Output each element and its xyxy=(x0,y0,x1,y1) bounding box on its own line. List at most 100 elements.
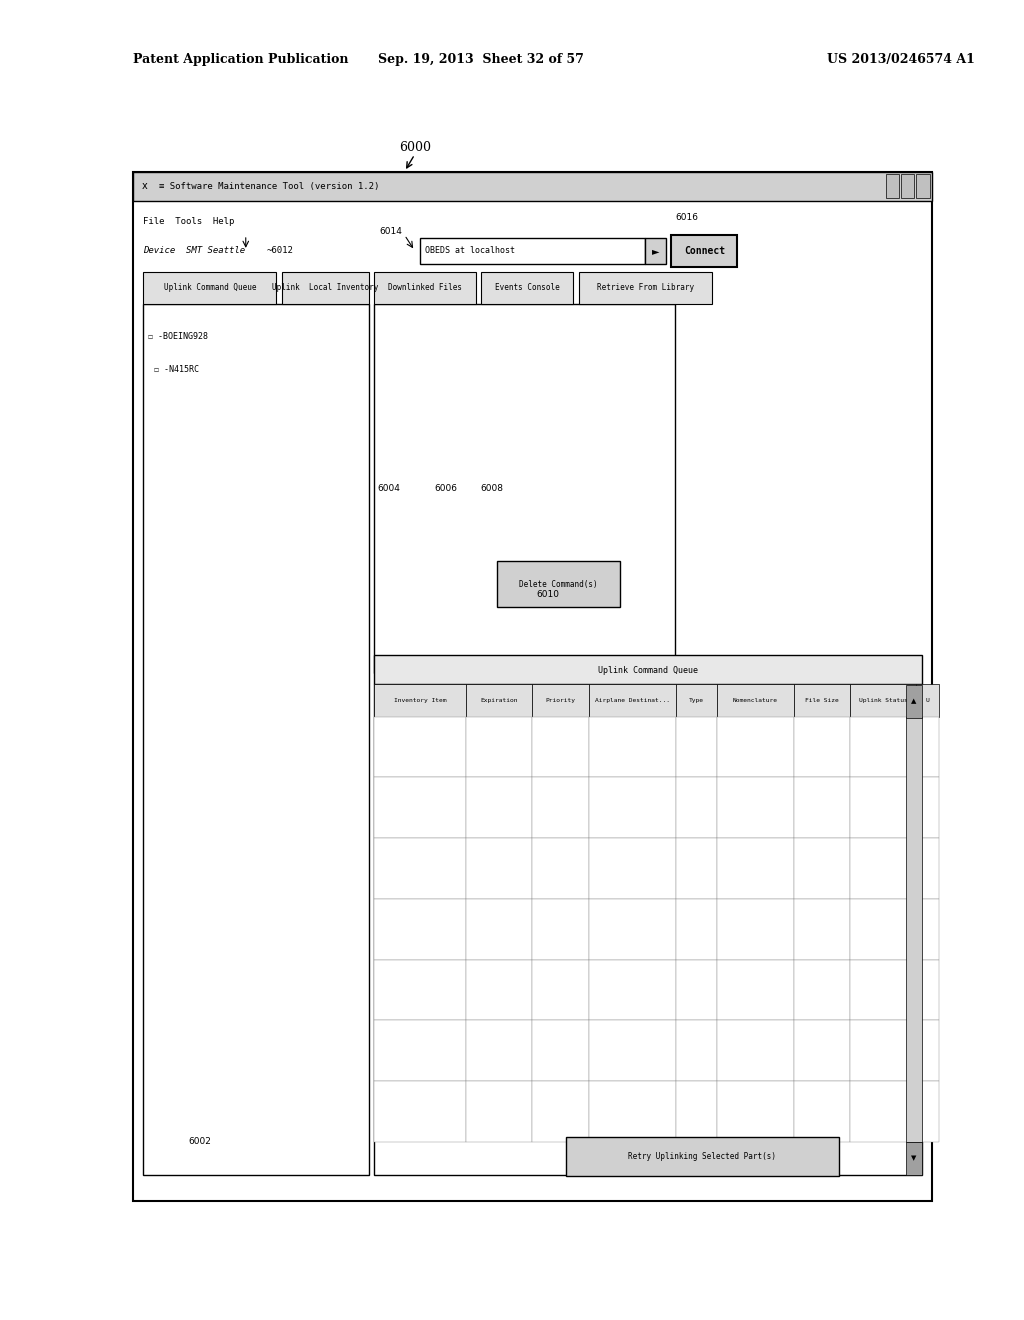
Bar xyxy=(850,717,916,777)
Bar xyxy=(676,717,717,777)
Bar xyxy=(717,717,794,777)
Bar xyxy=(901,174,914,198)
Bar xyxy=(374,684,466,717)
Bar xyxy=(676,838,717,899)
Bar xyxy=(374,1081,466,1142)
Bar xyxy=(676,960,717,1020)
Text: Expiration: Expiration xyxy=(480,698,518,702)
Bar xyxy=(676,777,717,838)
Bar xyxy=(532,717,589,777)
Bar xyxy=(916,717,939,777)
Text: Priority: Priority xyxy=(546,698,575,702)
Bar xyxy=(850,838,916,899)
Text: Device  SMT Seattle: Device SMT Seattle xyxy=(143,247,246,255)
Bar xyxy=(466,899,532,960)
Bar xyxy=(579,272,712,304)
Bar xyxy=(374,777,466,838)
Text: Airplane Destinat...: Airplane Destinat... xyxy=(595,698,670,702)
Bar xyxy=(671,235,737,267)
Text: 6010: 6010 xyxy=(537,590,559,598)
Text: File Size: File Size xyxy=(805,698,839,702)
Bar xyxy=(466,838,532,899)
Text: 6002: 6002 xyxy=(188,1138,211,1146)
Text: Retrieve From Library: Retrieve From Library xyxy=(597,284,693,292)
Bar xyxy=(133,172,932,201)
Text: Downlinked Files: Downlinked Files xyxy=(388,284,462,292)
Text: 6000: 6000 xyxy=(398,141,431,154)
Bar xyxy=(466,777,532,838)
Text: Uplink  Local Inventory: Uplink Local Inventory xyxy=(272,284,378,292)
Bar xyxy=(906,1142,922,1175)
Text: ☐ -N415RC: ☐ -N415RC xyxy=(154,366,199,374)
Text: OBEDS at localhost: OBEDS at localhost xyxy=(425,247,515,255)
Text: 6016: 6016 xyxy=(676,214,698,222)
Bar xyxy=(717,838,794,899)
Bar xyxy=(717,899,794,960)
Bar xyxy=(589,838,676,899)
Bar xyxy=(906,717,922,1142)
Bar xyxy=(794,777,850,838)
Text: Nomenclature: Nomenclature xyxy=(733,698,777,702)
Text: U: U xyxy=(926,698,930,702)
Text: FIG. 60: FIG. 60 xyxy=(700,1152,774,1171)
Text: Sep. 19, 2013  Sheet 32 of 57: Sep. 19, 2013 Sheet 32 of 57 xyxy=(378,53,585,66)
Bar xyxy=(374,684,922,1175)
Text: ▲: ▲ xyxy=(911,698,916,705)
Bar xyxy=(717,1020,794,1081)
Text: Uplink Status: Uplink Status xyxy=(859,698,907,702)
Bar xyxy=(532,960,589,1020)
Bar xyxy=(143,304,369,1175)
Bar xyxy=(794,838,850,899)
Bar xyxy=(850,684,916,717)
Text: ▼: ▼ xyxy=(911,1155,916,1162)
Text: Uplink Command Queue: Uplink Command Queue xyxy=(598,667,697,675)
Bar xyxy=(794,684,850,717)
Bar xyxy=(916,960,939,1020)
Text: Connect: Connect xyxy=(684,246,725,256)
Text: ☐ -BOEING928: ☐ -BOEING928 xyxy=(148,333,209,341)
Bar xyxy=(676,899,717,960)
Bar xyxy=(794,717,850,777)
Text: x: x xyxy=(141,181,147,191)
Bar xyxy=(645,238,666,264)
Bar xyxy=(532,1020,589,1081)
Text: Inventory Item: Inventory Item xyxy=(393,698,446,702)
Bar xyxy=(850,899,916,960)
Text: ►: ► xyxy=(651,246,659,256)
Bar xyxy=(532,1081,589,1142)
Text: Retry Uplinking Selected Part(s): Retry Uplinking Selected Part(s) xyxy=(629,1152,776,1160)
Bar xyxy=(850,960,916,1020)
Bar xyxy=(374,655,922,684)
Bar xyxy=(374,272,476,304)
Bar xyxy=(532,838,589,899)
Bar xyxy=(420,238,645,264)
Bar xyxy=(916,777,939,838)
Text: Patent Application Publication: Patent Application Publication xyxy=(133,53,348,66)
Bar xyxy=(916,899,939,960)
Bar xyxy=(916,1081,939,1142)
Bar xyxy=(916,1020,939,1081)
Bar xyxy=(466,1020,532,1081)
Bar xyxy=(717,684,794,717)
Bar xyxy=(850,1081,916,1142)
Bar xyxy=(589,960,676,1020)
Bar xyxy=(589,684,676,717)
Text: ~6012: ~6012 xyxy=(266,247,293,255)
Text: Uplink Command Queue: Uplink Command Queue xyxy=(164,284,256,292)
Bar xyxy=(717,777,794,838)
Bar xyxy=(282,272,369,304)
Bar xyxy=(676,1020,717,1081)
Text: 6014: 6014 xyxy=(379,227,401,235)
Text: Events Console: Events Console xyxy=(495,284,560,292)
Bar xyxy=(589,1020,676,1081)
Bar xyxy=(794,960,850,1020)
Bar xyxy=(906,685,922,718)
Text: ≡ Software Maintenance Tool (version 1.2): ≡ Software Maintenance Tool (version 1.2… xyxy=(159,182,379,190)
Bar xyxy=(143,272,276,304)
Bar xyxy=(886,174,899,198)
Bar xyxy=(916,838,939,899)
Bar xyxy=(589,777,676,838)
Bar xyxy=(497,561,620,607)
Bar xyxy=(374,899,466,960)
Text: 6008: 6008 xyxy=(480,484,503,492)
